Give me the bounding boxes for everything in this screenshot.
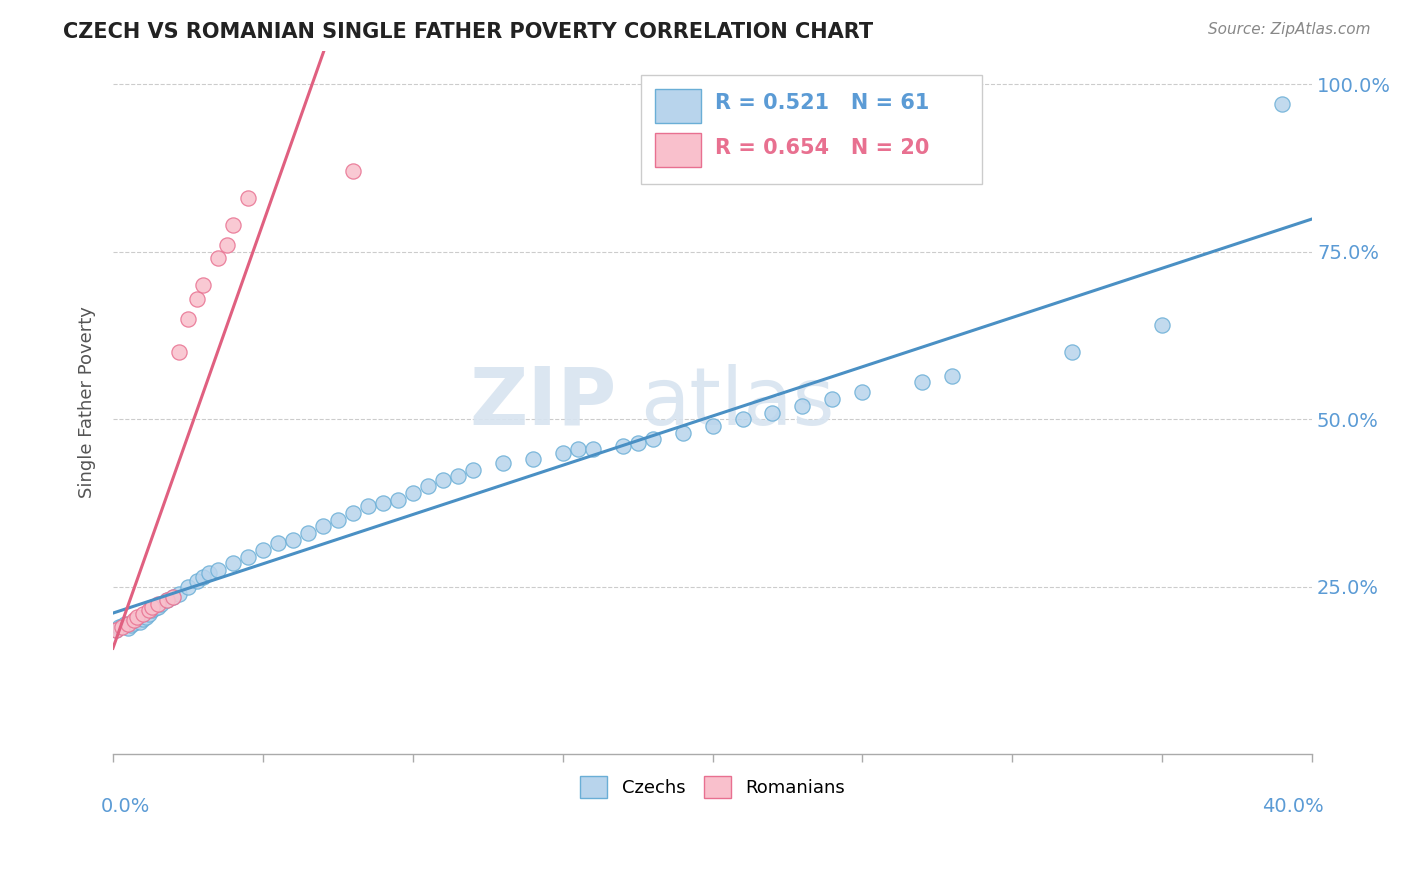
Point <box>191 570 214 584</box>
Point <box>281 533 304 547</box>
Point <box>167 345 190 359</box>
Point <box>297 526 319 541</box>
Point <box>114 616 136 631</box>
Point <box>522 452 544 467</box>
Point <box>156 593 179 607</box>
Point <box>104 624 127 638</box>
Point <box>402 486 425 500</box>
Point <box>581 442 603 457</box>
Point <box>122 615 145 630</box>
Text: Source: ZipAtlas.com: Source: ZipAtlas.com <box>1208 22 1371 37</box>
Point <box>1152 318 1174 333</box>
Point <box>191 278 214 293</box>
Point <box>149 597 172 611</box>
Point <box>447 469 470 483</box>
Point <box>111 618 134 632</box>
Point <box>357 500 380 514</box>
Point <box>207 252 229 266</box>
Point <box>215 238 238 252</box>
Point <box>135 610 157 624</box>
Point <box>162 590 184 604</box>
Point <box>198 566 221 581</box>
Point <box>138 607 160 621</box>
Point <box>132 607 155 621</box>
Point <box>911 376 934 390</box>
Point <box>702 419 724 434</box>
Text: atlas: atlas <box>641 364 835 442</box>
Point <box>141 599 163 614</box>
Bar <box>655 133 700 167</box>
Point <box>143 601 166 615</box>
Point <box>851 385 873 400</box>
Point <box>156 593 179 607</box>
Point <box>671 425 693 440</box>
Point <box>108 620 131 634</box>
Point <box>117 616 139 631</box>
Point <box>162 590 184 604</box>
Legend: Czechs, Romanians: Czechs, Romanians <box>574 769 852 805</box>
Point <box>626 435 648 450</box>
Y-axis label: Single Father Poverty: Single Father Poverty <box>79 307 96 499</box>
Point <box>236 549 259 564</box>
Point <box>1062 345 1084 359</box>
Point <box>236 191 259 205</box>
Point <box>821 392 844 406</box>
Bar <box>655 89 700 123</box>
Point <box>326 513 349 527</box>
Point <box>387 492 409 507</box>
Point <box>941 368 963 383</box>
Point <box>432 473 454 487</box>
Point <box>129 615 152 629</box>
Point <box>177 311 200 326</box>
Point <box>461 462 484 476</box>
Point <box>186 292 208 306</box>
Point <box>167 586 190 600</box>
Point <box>641 433 664 447</box>
Point <box>177 580 200 594</box>
Text: 40.0%: 40.0% <box>1263 797 1324 815</box>
Point <box>342 164 364 178</box>
Point <box>104 624 127 638</box>
Point <box>125 613 148 627</box>
Point <box>222 557 245 571</box>
Point <box>312 519 335 533</box>
Point <box>111 620 134 634</box>
Point <box>612 439 634 453</box>
Point <box>567 442 589 457</box>
Point <box>492 456 515 470</box>
Point <box>132 612 155 626</box>
Text: ZIP: ZIP <box>470 364 617 442</box>
FancyBboxPatch shape <box>641 75 983 185</box>
Point <box>551 446 574 460</box>
Point <box>1271 97 1294 112</box>
Point <box>146 597 169 611</box>
Point <box>138 603 160 617</box>
Point <box>207 563 229 577</box>
Point <box>120 618 142 632</box>
Point <box>186 574 208 589</box>
Point <box>371 496 394 510</box>
Point <box>792 399 814 413</box>
Text: R = 0.521   N = 61: R = 0.521 N = 61 <box>714 94 929 113</box>
Point <box>416 479 439 493</box>
Point <box>122 613 145 627</box>
Point <box>117 621 139 635</box>
Point <box>141 603 163 617</box>
Point <box>342 506 364 520</box>
Text: CZECH VS ROMANIAN SINGLE FATHER POVERTY CORRELATION CHART: CZECH VS ROMANIAN SINGLE FATHER POVERTY … <box>63 22 873 42</box>
Point <box>125 610 148 624</box>
Point <box>731 412 754 426</box>
Text: 0.0%: 0.0% <box>101 797 150 815</box>
Point <box>222 218 245 232</box>
Point <box>267 536 290 550</box>
Point <box>252 543 274 558</box>
Point <box>146 599 169 614</box>
Text: R = 0.654   N = 20: R = 0.654 N = 20 <box>714 137 929 158</box>
Point <box>761 406 783 420</box>
